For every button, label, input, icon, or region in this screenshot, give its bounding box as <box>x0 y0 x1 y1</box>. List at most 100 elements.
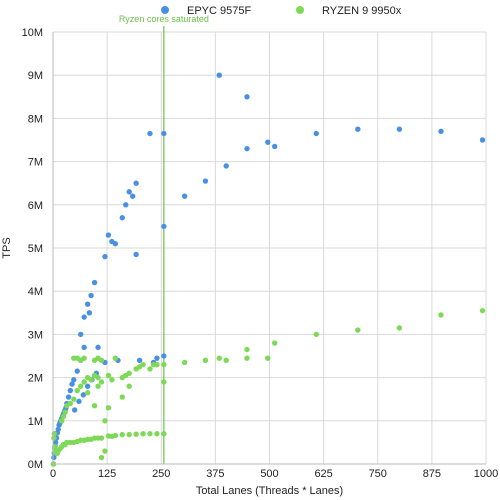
data-point <box>136 357 143 364</box>
data-point <box>147 130 153 137</box>
data-point <box>95 344 101 351</box>
data-point <box>126 189 132 195</box>
data-point <box>60 413 67 420</box>
data-point <box>62 409 68 415</box>
data-point <box>355 327 361 333</box>
x-tick-label: 625 <box>314 468 332 480</box>
axes: 0M 1M 2M 3M 4M 5M 6M 7M 8M 9M 10M 0 125 250 375 500 625 7… <box>22 27 499 480</box>
y-tick-label: 8M <box>28 113 43 125</box>
data-point <box>216 355 222 361</box>
data-point <box>123 202 129 208</box>
data-point <box>147 366 153 372</box>
data-point <box>98 357 105 364</box>
data-point <box>265 355 271 361</box>
y-tick-label: 2M <box>28 373 43 385</box>
data-point <box>74 368 80 374</box>
data-point <box>355 126 361 132</box>
y-tick-label: 1M <box>28 416 43 428</box>
data-point <box>223 357 229 364</box>
data-point <box>126 370 132 376</box>
data-point <box>265 139 271 145</box>
data-point <box>133 431 139 437</box>
data-point <box>126 383 132 389</box>
data-point <box>396 325 403 331</box>
y-tick-label: 7M <box>28 157 43 169</box>
data-point <box>202 357 209 364</box>
data-point <box>86 310 93 316</box>
data-point <box>81 314 87 320</box>
data-point <box>119 431 125 438</box>
data-point <box>181 359 188 366</box>
data-point <box>51 431 57 437</box>
data-point <box>438 312 444 318</box>
y-tick-label: 4M <box>28 286 43 298</box>
data-point <box>98 454 105 461</box>
data-point <box>91 402 98 409</box>
y-axis-title: TPS <box>1 237 13 258</box>
data-point <box>112 355 119 361</box>
data-point <box>84 301 91 307</box>
data-point <box>95 374 101 381</box>
data-point <box>140 431 146 437</box>
series-ryzen <box>50 307 486 467</box>
data-point <box>154 361 160 368</box>
data-point <box>55 426 61 433</box>
y-tick-label: 6M <box>28 200 43 212</box>
legend: EPYC 9575F RYZEN 9 9950x <box>161 5 402 17</box>
data-point <box>109 377 115 383</box>
y-tick-label: 5M <box>28 243 43 255</box>
x-tick-label: 500 <box>260 468 278 480</box>
data-point <box>78 383 84 389</box>
data-point <box>105 372 112 379</box>
data-point <box>202 178 209 184</box>
data-point <box>438 128 444 135</box>
legend-label-ryzen: RYZEN 9 9950x <box>322 5 402 17</box>
data-point <box>84 390 91 396</box>
y-tick-label: 3M <box>28 329 43 341</box>
data-point <box>154 355 160 361</box>
data-point <box>313 130 319 137</box>
legend-marker-epyc <box>161 6 169 14</box>
data-point <box>161 361 167 368</box>
y-tick-label: 9M <box>28 70 43 82</box>
data-point <box>161 353 167 359</box>
x-tick-label: 1000 <box>474 468 498 480</box>
grid <box>52 31 487 465</box>
x-tick-label: 750 <box>369 468 387 480</box>
data-point <box>119 215 125 221</box>
data-point <box>69 381 75 387</box>
data-point <box>479 137 486 143</box>
data-point <box>129 193 136 199</box>
data-point <box>88 377 94 383</box>
data-point <box>244 94 250 100</box>
data-point <box>119 394 125 400</box>
x-tick-label: 375 <box>206 468 224 480</box>
x-tick-label: 0 <box>50 468 56 480</box>
data-point <box>102 253 108 260</box>
data-point <box>105 232 112 238</box>
series-epyc <box>50 72 486 467</box>
data-point <box>112 240 119 247</box>
data-point <box>95 383 101 389</box>
data-point <box>181 193 188 199</box>
data-point <box>84 383 91 389</box>
data-point <box>161 130 167 137</box>
y-tick-label: 0M <box>28 459 43 471</box>
legend-label-epyc: EPYC 9575F <box>187 5 251 17</box>
x-axis-title: Total Lanes (Threads * Lanes) <box>196 485 343 497</box>
data-point <box>161 223 167 230</box>
data-point <box>65 394 72 400</box>
data-points <box>50 72 486 467</box>
data-point <box>71 396 77 402</box>
data-point <box>67 400 74 407</box>
data-point <box>223 163 229 169</box>
data-point <box>216 72 222 78</box>
data-point <box>80 392 87 398</box>
data-point <box>161 431 167 437</box>
data-point <box>98 379 105 385</box>
data-point <box>71 407 78 413</box>
data-point <box>88 292 94 299</box>
data-point <box>98 435 105 441</box>
data-point <box>58 418 65 424</box>
